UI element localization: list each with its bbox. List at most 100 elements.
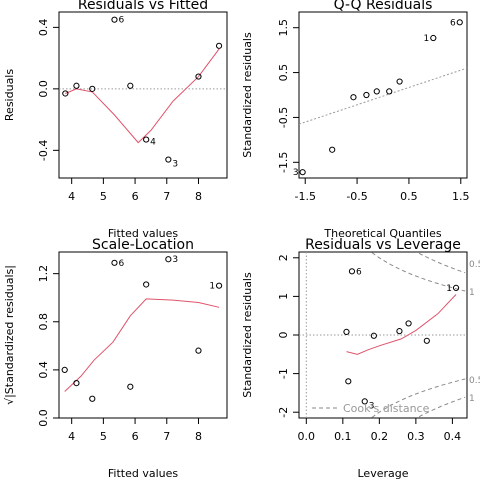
data-point xyxy=(89,395,96,402)
data-point xyxy=(143,281,150,288)
x-tick-label: 0.0 xyxy=(298,430,316,443)
data-point xyxy=(111,16,118,23)
cooks-distance-contour xyxy=(415,396,466,418)
smoother-line xyxy=(65,48,220,144)
x-tick-label: 0.3 xyxy=(407,430,425,443)
qq-reference-line xyxy=(299,67,467,125)
cooks-level-label: 0.5 xyxy=(469,260,480,270)
data-point xyxy=(386,88,393,95)
point-label: 3 xyxy=(369,401,375,411)
y-tick-label: 2 xyxy=(277,254,290,261)
x-axis-label: Leverage xyxy=(358,467,409,480)
x-tick-label: 0.5 xyxy=(400,190,418,203)
plot-area xyxy=(64,298,220,392)
point-label: 1 xyxy=(424,34,430,44)
data-point xyxy=(165,256,172,263)
chart-title: Residuals vs Fitted xyxy=(78,0,208,13)
chart-title: Residuals vs Leverage xyxy=(305,237,461,253)
data-point xyxy=(405,320,412,327)
data-point xyxy=(373,88,380,95)
data-point xyxy=(329,146,336,153)
y-tick-label: 0.4 xyxy=(37,19,50,36)
data-point xyxy=(350,94,357,101)
y-tick-label: 0.4 xyxy=(37,361,50,379)
point-label: 1 xyxy=(209,282,215,292)
y-tick-label: 1.2 xyxy=(37,265,50,283)
point-label: 6 xyxy=(356,267,362,277)
y-tick-label: -0.4 xyxy=(37,140,50,161)
point-label: 6 xyxy=(450,18,456,28)
data-point xyxy=(345,378,352,385)
x-tick-label: 6 xyxy=(132,430,139,443)
data-point xyxy=(61,366,68,373)
point-label: 6 xyxy=(118,16,124,26)
x-axis-label: Fitted values xyxy=(108,227,179,240)
y-axis-label: √|Standardized residuals| xyxy=(3,265,16,405)
y-tick-label: 0.0 xyxy=(37,80,50,98)
data-point xyxy=(363,91,370,99)
x-tick-label: -1.5 xyxy=(294,190,315,203)
data-point xyxy=(452,284,460,292)
x-tick-label: 8 xyxy=(195,430,202,443)
x-tick-label: 5 xyxy=(100,190,107,203)
x-tick-label: 8 xyxy=(195,190,202,203)
x-axis-label: Fitted values xyxy=(108,467,179,480)
plot-area xyxy=(299,67,467,125)
data-point xyxy=(73,82,80,89)
x-tick-label: 5 xyxy=(100,430,107,443)
x-tick-label: 0.1 xyxy=(334,430,352,443)
point-label: 3 xyxy=(293,168,299,178)
y-tick-label: -1.5 xyxy=(277,152,290,173)
data-point xyxy=(423,337,430,344)
data-point xyxy=(195,73,202,80)
data-point xyxy=(89,85,96,92)
plot-frame xyxy=(58,251,228,419)
plot-frame xyxy=(298,11,468,179)
y-axis-label: Standardized residuals xyxy=(241,32,254,158)
y-tick-label: 1.5 xyxy=(277,19,290,37)
y-tick-label: -2 xyxy=(277,407,290,418)
x-tick-label: 0.4 xyxy=(444,430,462,443)
data-point xyxy=(361,398,368,405)
x-axis-label: Theoretical Quantiles xyxy=(323,227,441,240)
data-point xyxy=(62,90,69,97)
cooks-level-label: 1 xyxy=(469,394,475,404)
y-tick-label: 0.0 xyxy=(37,409,50,427)
data-point xyxy=(343,328,350,336)
y-tick-label: 0 xyxy=(277,332,290,339)
smoother-line xyxy=(346,294,457,355)
y-tick-label: 0.8 xyxy=(37,313,50,331)
y-tick-label: 1 xyxy=(277,293,290,300)
smoother-line xyxy=(64,298,220,392)
data-point xyxy=(165,156,172,163)
data-point xyxy=(195,347,202,354)
data-point xyxy=(299,169,306,176)
data-point xyxy=(396,328,403,335)
y-axis-label: Residuals xyxy=(3,69,16,121)
data-point xyxy=(430,34,437,42)
x-tick-label: 0.2 xyxy=(371,430,389,443)
plot-frame xyxy=(58,11,228,179)
x-tick-label: 7 xyxy=(163,430,170,443)
y-tick-label: 0.5 xyxy=(277,64,290,82)
cooks-distance-label: Cook's distance xyxy=(343,402,430,415)
data-point xyxy=(348,268,356,275)
chart-title: Scale-Location xyxy=(92,237,194,253)
panel-4: Residuals vs Leverage 0.0 0.1 0.2 0.3 0.4 -2 -1… xyxy=(241,237,480,480)
cooks-distance-contour xyxy=(415,252,466,274)
cooks-level-label: 1 xyxy=(469,288,475,298)
data-point xyxy=(396,78,403,85)
panel-2: Q-Q Residuals -1.5 -0.5 0.5 1.5 -1.5 -0.5 0.5 1.… xyxy=(241,0,470,240)
y-tick-label: -1 xyxy=(277,368,290,379)
panel-3: Scale-Location 4 5 6 7 8 0.0 0.4 0.8 1.2 Fitted va… xyxy=(3,237,228,480)
y-axis-label: Standardized residuals xyxy=(241,272,254,398)
x-tick-label: 7 xyxy=(163,190,170,203)
data-point xyxy=(215,282,223,289)
data-point xyxy=(370,332,377,339)
x-tick-label: 4 xyxy=(68,430,75,443)
data-point xyxy=(127,383,134,390)
point-label: 4 xyxy=(150,138,156,148)
point-label: 1 xyxy=(446,284,452,294)
data-point xyxy=(127,82,134,89)
